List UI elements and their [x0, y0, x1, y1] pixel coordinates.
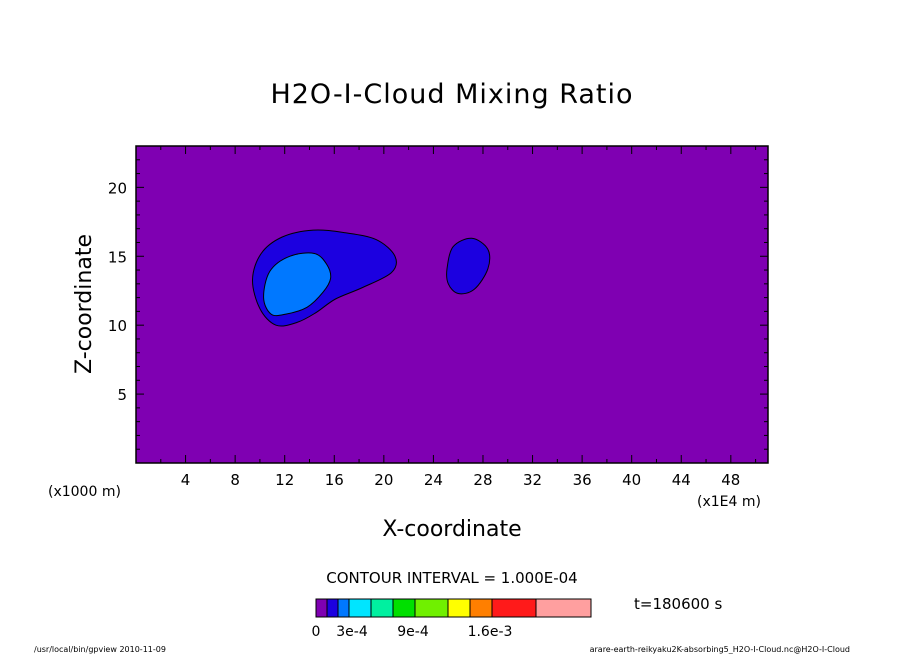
x-tick-label: 24 [424, 471, 443, 489]
x-tick-label: 28 [473, 471, 492, 489]
x-tick-label: 40 [622, 471, 641, 489]
colorbar-label: 9e-4 [397, 624, 429, 640]
colorbar-swatch [315, 598, 328, 618]
time-label: t=180600 s [634, 595, 722, 613]
y-axis-label: Z-coordinate [72, 234, 97, 374]
footer-right-text: arare-earth-reikyaku2K-absorbing5_H2O-I-… [590, 645, 850, 654]
y-tick-label: 15 [108, 248, 127, 266]
colorbar-label: 1.6e-3 [468, 624, 513, 640]
contour-region-2 [263, 252, 332, 317]
chart-title: H2O-I-Cloud Mixing Ratio [270, 79, 633, 110]
contour-region-3 [446, 237, 491, 295]
colorbar-swatch [326, 598, 339, 618]
colorbar-swatch [469, 598, 493, 618]
colorbar-swatch [337, 598, 350, 618]
y-tick-label: 10 [108, 317, 127, 335]
x-tick-label: 20 [374, 471, 393, 489]
colorbar-swatch [447, 598, 471, 618]
colorbar-label: 3e-4 [336, 624, 368, 640]
x-tick-label: 4 [181, 471, 191, 489]
x-tick-label: 36 [573, 471, 592, 489]
colorbar-label: 0 [312, 624, 321, 640]
x-unit-right-label: (x1E4 m) [697, 494, 761, 510]
colorbar-swatch [491, 598, 537, 618]
x-tick-label: 16 [325, 471, 344, 489]
colorbar-swatch [370, 598, 394, 618]
colorbar [315, 598, 592, 618]
contour-regions [251, 229, 491, 327]
plot-frame [135, 145, 769, 464]
x-tick-label: 32 [523, 471, 542, 489]
colorbar-swatch [414, 598, 449, 618]
x-tick-label: 8 [230, 471, 240, 489]
colorbar-swatch [535, 598, 592, 618]
x-axis-label: X-coordinate [382, 517, 521, 542]
x-axis-ticks: 4 8 12 16 20 24 28 32 36 40 44 48 [160, 146, 757, 489]
x-tick-label: 44 [672, 471, 691, 489]
plot-area [136, 146, 768, 463]
y-tick-label: 5 [117, 386, 127, 404]
y-axis-ticks: 5 10 15 20 [108, 159, 768, 450]
colorbar-swatch [392, 598, 416, 618]
colorbar-labels: 0 3e-4 9e-4 1.6e-3 [312, 624, 513, 640]
footer-left-text: /usr/local/bin/gpview 2010-11-09 [34, 645, 166, 654]
x-tick-label: 48 [721, 471, 740, 489]
contour-interval-label: CONTOUR INTERVAL = 1.000E-04 [326, 569, 577, 587]
x-unit-left-label: (x1000 m) [48, 484, 121, 500]
colorbar-swatch [348, 598, 372, 618]
x-tick-label: 12 [275, 471, 294, 489]
y-tick-label: 20 [108, 179, 127, 197]
